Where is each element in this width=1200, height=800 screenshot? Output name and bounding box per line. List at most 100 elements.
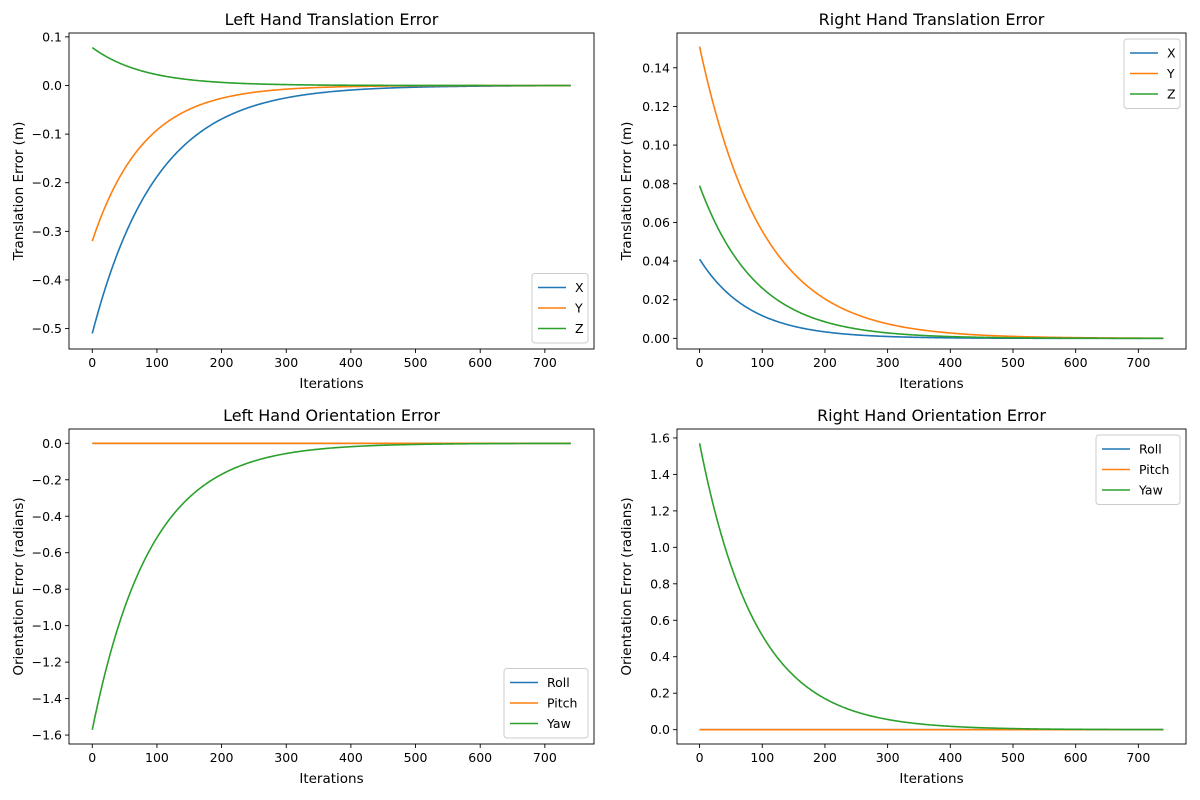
axes-frame	[676, 32, 1187, 350]
series-line-yaw	[698, 443, 1164, 731]
chart-3: Left Hand Orientation Error 0 100 200 300 400…	[11, 406, 595, 787]
axes-frame	[68, 428, 595, 745]
x-axis-label: Iterations	[299, 376, 363, 392]
x-tick-label: 700	[533, 750, 557, 765]
y-tick-label: 0.06	[642, 215, 670, 230]
legend-entry: Z	[1167, 87, 1176, 102]
x-tick-label: 300	[274, 355, 298, 370]
x-tick-label: 300	[876, 355, 900, 370]
legend-entry: Yaw	[546, 716, 571, 731]
y-tick-label: 0.2	[650, 686, 670, 701]
series-line-z	[698, 185, 1164, 340]
x-tick-label: 500	[1001, 355, 1025, 370]
legend: Roll Pitch Yaw	[503, 668, 589, 739]
legend-box	[1095, 434, 1181, 505]
y-tick-label: 0.08	[642, 176, 670, 191]
legend-box	[503, 668, 589, 739]
x-tick-label: 100	[145, 750, 169, 765]
x-tick-label: 500	[404, 355, 428, 370]
x-axis-label: Iterations	[899, 376, 963, 392]
y-tick-label: 0.6	[650, 613, 670, 628]
x-axis-label: Iterations	[299, 771, 363, 787]
legend-entry: X	[1167, 46, 1176, 61]
y-tick-label: −0.5	[32, 321, 62, 336]
y-axis-label: Translation Error (m)	[619, 122, 635, 262]
series-line-z	[91, 46, 571, 87]
x-tick-label: 400	[938, 355, 962, 370]
x-tick-label: 600	[468, 750, 492, 765]
y-tick-label: −1.2	[32, 655, 62, 670]
y-tick-label: 0.04	[642, 254, 670, 269]
y-tick-label: 0.0	[42, 78, 62, 93]
chart-1: Left Hand Translation Error 0 100 200 300 400…	[11, 10, 595, 392]
y-tick-label: 0.00	[642, 331, 670, 346]
y-tick-label: −1.6	[32, 728, 62, 743]
legend-entry: Y	[1166, 66, 1175, 81]
series-lines	[91, 442, 571, 730]
x-tick-label: 0	[696, 355, 704, 370]
legend-entry: Yaw	[1138, 483, 1163, 498]
legend-entry: Roll	[547, 675, 570, 690]
axes-frame	[676, 428, 1187, 745]
y-tick-label: −1.4	[32, 691, 62, 706]
x-tick-label: 500	[404, 750, 428, 765]
x-tick-label: 100	[750, 355, 774, 370]
axes-frame	[68, 32, 595, 350]
y-tick-label: −1.0	[32, 618, 62, 633]
x-tick-label: 400	[339, 750, 363, 765]
x-tick-label: 300	[876, 750, 900, 765]
y-tick-label: −0.6	[32, 545, 62, 560]
x-axis-label: Iterations	[899, 771, 963, 787]
y-tick-label: 0.14	[642, 60, 670, 75]
y-tick-label: 0.1	[42, 29, 62, 44]
x-tick-label: 0	[88, 750, 96, 765]
legend-entry: Z	[575, 321, 584, 336]
legend-entry: Roll	[1139, 442, 1162, 457]
x-tick-label: 100	[750, 750, 774, 765]
y-axis-label: Translation Error (m)	[11, 122, 27, 262]
y-axis-label: Orientation Error (radians)	[619, 497, 635, 675]
x-tick-label: 700	[1126, 750, 1150, 765]
y-tick-label: −0.1	[32, 127, 62, 142]
legend-entry: X	[575, 280, 584, 295]
chart-title: Right Hand Translation Error	[819, 10, 1045, 29]
legend: XYZ	[1123, 38, 1181, 109]
x-tick-label: 200	[813, 750, 837, 765]
y-tick-label: 0.8	[650, 576, 670, 591]
x-tick-label: 0	[696, 750, 704, 765]
x-tick-label: 400	[938, 750, 962, 765]
x-tick-label: 700	[533, 355, 557, 370]
y-tick-label: 0.0	[650, 722, 670, 737]
x-tick-label: 700	[1126, 355, 1150, 370]
x-tick-label: 400	[339, 355, 363, 370]
y-tick-label: 0.0	[42, 436, 62, 451]
x-tick-label: 600	[468, 355, 492, 370]
series-lines	[698, 443, 1164, 731]
y-tick-label: 0.12	[642, 99, 670, 114]
legend: Roll Pitch Yaw	[1095, 434, 1181, 505]
series-lines	[698, 46, 1164, 340]
y-tick-label: 1.0	[650, 540, 670, 555]
y-tick-label: −0.4	[32, 272, 62, 287]
x-tick-label: 600	[1064, 355, 1088, 370]
x-tick-label: 100	[145, 355, 169, 370]
y-tick-label: 1.2	[650, 503, 670, 518]
x-tick-label: 600	[1064, 750, 1088, 765]
legend-entry: Y	[574, 301, 583, 316]
legend: XYZ	[531, 273, 589, 344]
series-lines	[91, 46, 571, 334]
x-tick-label: 200	[210, 355, 234, 370]
y-tick-label: −0.4	[32, 509, 62, 524]
y-axis-label: Orientation Error (radians)	[11, 497, 27, 675]
legend-entry: Pitch	[1139, 462, 1169, 477]
x-tick-label: 200	[813, 355, 837, 370]
x-tick-label: 0	[88, 355, 96, 370]
y-tick-label: −0.2	[32, 472, 62, 487]
y-tick-label: 1.6	[650, 430, 670, 445]
legend-entry: Pitch	[547, 696, 577, 711]
chart-title: Right Hand Orientation Error	[817, 406, 1046, 425]
x-tick-label: 500	[1001, 750, 1025, 765]
y-tick-label: 0.10	[642, 138, 670, 153]
